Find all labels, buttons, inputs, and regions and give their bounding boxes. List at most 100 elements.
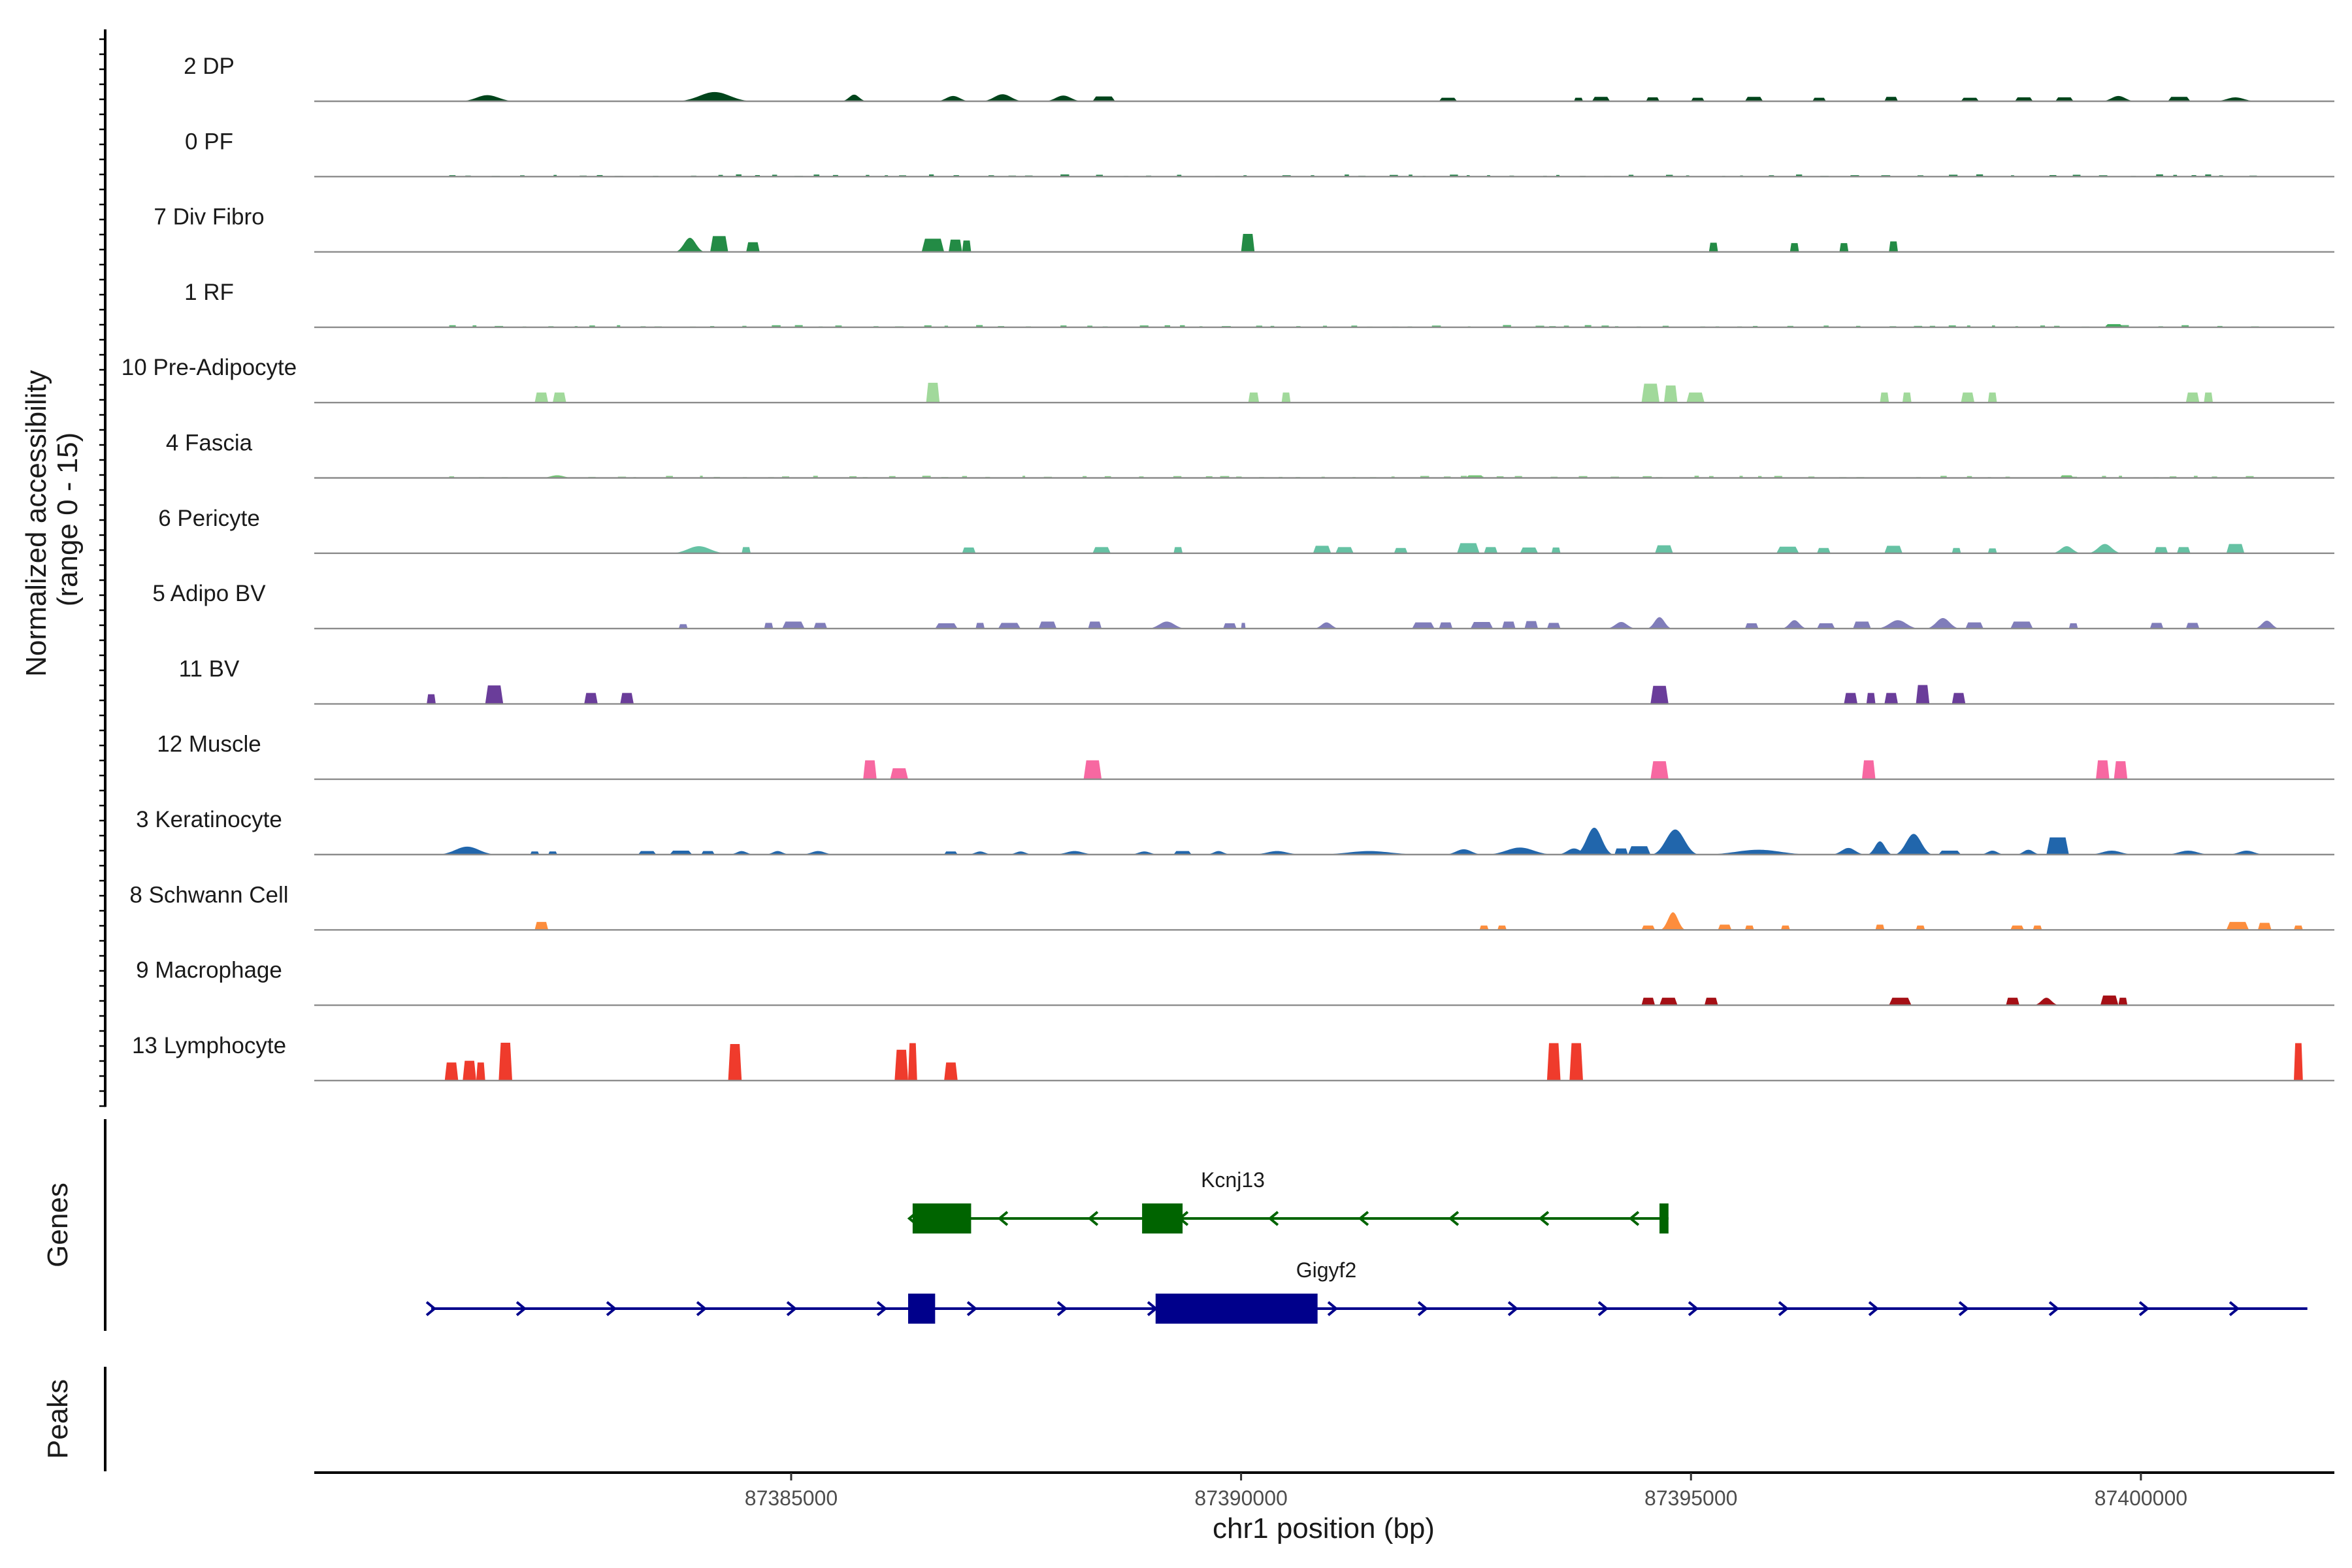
gene-exon (1155, 1294, 1318, 1324)
track-11-bv: 11 BV (179, 656, 2334, 705)
coverage-peak (746, 242, 760, 252)
coverage-peak (2226, 544, 2245, 553)
coverage-peak (1817, 547, 1831, 553)
track-12-muscle: 12 Muscle (157, 732, 2334, 780)
coverage-peak (2163, 850, 2213, 855)
coverage-peak (1146, 621, 1187, 629)
coverage-peak (1889, 998, 1912, 1005)
coverage-noise-mark (1256, 325, 1263, 327)
coverage-peak (1614, 848, 1628, 855)
coverage-noise-mark (832, 174, 838, 177)
coverage-peak (674, 238, 706, 252)
gene-strand-arrow (1327, 1301, 1339, 1316)
coverage-peak (2226, 850, 2267, 855)
coverage-peak (1686, 392, 1705, 403)
coverage-peak (435, 846, 499, 855)
coverage-peak (1961, 392, 1975, 403)
coverage-peak (1925, 617, 1961, 629)
coverage-peak (1744, 925, 1754, 930)
coverage-peak (728, 851, 755, 855)
coverage-peak (1659, 998, 1678, 1005)
coverage-peak (2118, 998, 2128, 1005)
coverage-noise-mark (2040, 325, 2046, 327)
coverage-peak (764, 851, 791, 855)
gene-strand-arrow (515, 1301, 527, 1316)
coverage-noise-mark (1601, 325, 1609, 327)
coverage-peak (1484, 847, 1556, 855)
coverage-peak (1916, 685, 1930, 704)
coverage-peak (1313, 851, 1426, 855)
coverage-peak (980, 94, 1026, 101)
track-label: 10 Pre-Adipocyte (122, 355, 297, 380)
coverage-peak (1691, 97, 1705, 101)
coverage-peak (1443, 849, 1484, 855)
coverage-peak (670, 850, 693, 855)
coverage-peak (1281, 392, 1291, 403)
coverage-peak (534, 392, 549, 403)
gene-strand-arrow (1628, 1211, 1640, 1226)
coverage-peak (1520, 547, 1539, 553)
coverage-noise-mark (922, 476, 931, 478)
coverage-noise-mark (1774, 476, 1782, 478)
coverage-peak (1173, 547, 1183, 553)
coverage-peak (444, 1062, 459, 1081)
gene-strand-arrow (1056, 1301, 1068, 1316)
coverage-peak (908, 1043, 917, 1081)
coverage-noise-mark (1976, 174, 1984, 177)
coverage-peak (1866, 841, 1894, 855)
coverage-peak (678, 624, 688, 629)
coverage-noise-mark (1096, 174, 1103, 177)
coverage-peak (1650, 761, 1669, 779)
coverage-peak (1708, 242, 1718, 252)
coverage-peak (1844, 693, 1858, 704)
gene-strand-arrow (1267, 1211, 1279, 1226)
coverage-noise-mark (976, 325, 983, 327)
coverage-peak (1789, 243, 1799, 252)
coverage-noise-mark (1409, 174, 1413, 177)
gene-strand-arrow (786, 1301, 798, 1316)
coverage-peak (1902, 392, 1912, 403)
coverage-peak (1952, 693, 1966, 704)
coverage-peak (2100, 995, 2119, 1005)
coverage-peak (975, 623, 985, 629)
coverage-peak (2087, 544, 2123, 553)
coverage-peak (1627, 846, 1651, 855)
coverage-noise-mark (1164, 325, 1171, 327)
coverage-peak (1546, 1043, 1561, 1081)
coverage-noise-mark (1578, 476, 1588, 478)
coverage-peak (2015, 97, 2033, 101)
coverage-noise-mark (835, 325, 842, 327)
coverage-noise-mark (666, 476, 673, 478)
y-axis-title-line-2: (range 0 - 15) (52, 433, 84, 607)
coverage-peak (1987, 548, 1997, 553)
coverage-peak (1965, 622, 1984, 629)
gene-kcnj13: Kcnj13 (907, 1168, 1669, 1233)
coverage-peak (1718, 924, 1732, 930)
coverage-peak (1569, 1043, 1583, 1081)
coverage-peak (2213, 97, 2258, 101)
gene-exon (1659, 1203, 1669, 1233)
coverage-noise-mark (1991, 325, 1995, 327)
coverage-peak (2294, 925, 2303, 930)
coverage-peak (620, 693, 634, 704)
coverage-peak (1038, 621, 1057, 629)
coverage-peak (1884, 546, 1903, 553)
coverage-peak (2055, 97, 2074, 101)
coverage-peak (1987, 392, 1997, 403)
track-label: 5 Adipo BV (152, 581, 266, 606)
coverage-noise-mark (772, 325, 781, 327)
coverage-peak (1916, 925, 1925, 930)
coverage-peak (701, 851, 715, 855)
track-5-adipo-bv: 5 Adipo BV (152, 581, 2334, 630)
gene-strand-arrow (425, 1301, 437, 1316)
x-tick-label: 87390000 (1194, 1486, 1287, 1510)
track-label: 7 Div Fibro (154, 204, 264, 230)
coverage-peak (1866, 693, 1876, 704)
track-label: 0 PF (185, 129, 233, 154)
coverage-peak (498, 1042, 513, 1081)
gene-strand-arrow (1958, 1301, 1970, 1316)
x-tick-label: 87385000 (745, 1486, 838, 1510)
coverage-noise-mark (1205, 476, 1213, 478)
coverage-peak (1650, 685, 1669, 704)
